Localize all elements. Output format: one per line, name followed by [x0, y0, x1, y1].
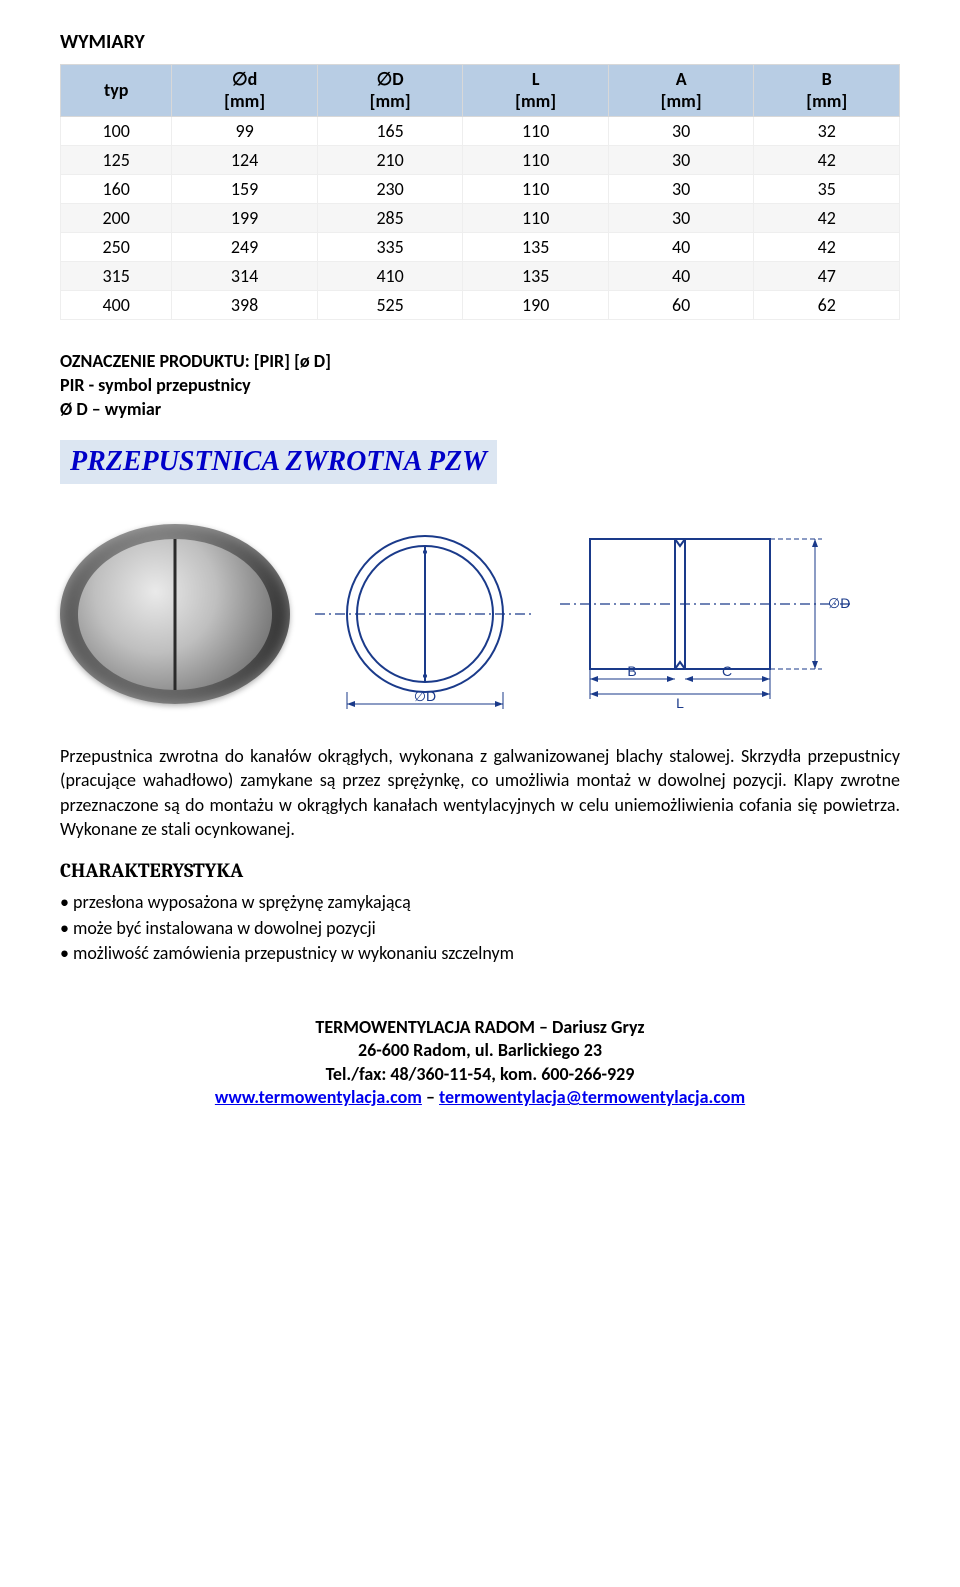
characteristic-item: • może być instalowana w dowolnej pozycj…	[60, 916, 900, 941]
table-row: 100991651103032	[61, 117, 900, 146]
table-cell: 125	[61, 146, 172, 175]
table-cell: 398	[172, 291, 318, 320]
table-cell: 250	[61, 233, 172, 262]
footer-link-email[interactable]: termowentylacja@termowentylacja.com	[439, 1086, 745, 1108]
table-cell: 62	[754, 291, 900, 320]
product-code-line2: PIR - symbol przepustnicy	[60, 374, 900, 396]
table-cell: 410	[317, 262, 463, 291]
heading-przepustnica-zwrotna: PRZEPUSTNICA ZWROTNA PZW	[60, 440, 497, 484]
diagram-label-b: B	[627, 663, 636, 679]
table-cell: 42	[754, 204, 900, 233]
table-cell: 30	[608, 204, 754, 233]
table-cell: 42	[754, 146, 900, 175]
table-cell: 60	[608, 291, 754, 320]
diagram-side-view: B C L ∅D	[560, 514, 850, 714]
diagram-label-l: L	[676, 695, 684, 711]
table-row: 1601592301103035	[61, 175, 900, 204]
product-code-line3: Ø D – wymiar	[60, 398, 900, 420]
table-header-cell: ∅d[mm]	[172, 65, 318, 117]
characteristics-list: • przesłona wyposażona w sprężynę zamyka…	[60, 890, 900, 966]
footer-links: www.termowentylacja.com – termowentylacj…	[60, 1086, 900, 1109]
table-cell: 135	[463, 233, 609, 262]
table-cell: 135	[463, 262, 609, 291]
table-cell: 32	[754, 117, 900, 146]
table-cell: 42	[754, 233, 900, 262]
table-cell: 200	[61, 204, 172, 233]
footer-line3: Tel./fax: 48/360-11-54, kom. 600-266-929	[60, 1063, 900, 1086]
table-header-cell: L[mm]	[463, 65, 609, 117]
table-cell: 35	[754, 175, 900, 204]
product-code-line1: OZNACZENIE PRODUKTU: [PIR] [ø D]	[60, 350, 900, 372]
diagram-label-c: C	[722, 663, 732, 679]
table-cell: 30	[608, 175, 754, 204]
table-cell: 400	[61, 291, 172, 320]
section-title-wymiary: WYMIARY	[60, 30, 900, 54]
table-cell: 110	[463, 117, 609, 146]
dimensions-table: typ∅d[mm]∅D[mm]L[mm]A[mm]B[mm] 100991651…	[60, 64, 900, 320]
table-header-cell: typ	[61, 65, 172, 117]
table-cell: 285	[317, 204, 463, 233]
table-cell: 30	[608, 146, 754, 175]
table-header-cell: ∅D[mm]	[317, 65, 463, 117]
table-header-cell: B[mm]	[754, 65, 900, 117]
characteristics-heading: CHARAKTERYSTYKA	[60, 859, 900, 882]
footer-line2: 26-600 Radom, ul. Barlickiego 23	[60, 1039, 900, 1062]
footer: TERMOWENTYLACJA RADOM – Dariusz Gryz 26-…	[60, 1016, 900, 1110]
table-cell: 210	[317, 146, 463, 175]
table-cell: 40	[608, 233, 754, 262]
table-row: 4003985251906062	[61, 291, 900, 320]
table-cell: 199	[172, 204, 318, 233]
table-cell: 110	[463, 146, 609, 175]
characteristic-item: • przesłona wyposażona w sprężynę zamyka…	[60, 890, 900, 915]
figure-row: ∅D B C L ∅D	[60, 514, 900, 714]
table-row: 2001992851103042	[61, 204, 900, 233]
footer-separator: –	[422, 1086, 439, 1108]
table-cell: 47	[754, 262, 900, 291]
table-cell: 525	[317, 291, 463, 320]
description-paragraph: Przepustnica zwrotna do kanałów okrągłyc…	[60, 744, 900, 841]
diagram-front-view: ∅D	[310, 514, 540, 714]
table-header-cell: A[mm]	[608, 65, 754, 117]
table-cell: 110	[463, 204, 609, 233]
table-cell: 249	[172, 233, 318, 262]
table-row: 1251242101103042	[61, 146, 900, 175]
table-row: 3153144101354047	[61, 262, 900, 291]
table-cell: 159	[172, 175, 318, 204]
table-cell: 99	[172, 117, 318, 146]
product-photo	[60, 524, 290, 704]
footer-link-website[interactable]: www.termowentylacja.com	[215, 1086, 422, 1108]
table-cell: 165	[317, 117, 463, 146]
table-cell: 315	[61, 262, 172, 291]
table-cell: 100	[61, 117, 172, 146]
footer-line1: TERMOWENTYLACJA RADOM – Dariusz Gryz	[60, 1016, 900, 1039]
table-row: 2502493351354042	[61, 233, 900, 262]
table-cell: 160	[61, 175, 172, 204]
table-cell: 30	[608, 117, 754, 146]
table-cell: 314	[172, 262, 318, 291]
table-cell: 230	[317, 175, 463, 204]
table-cell: 124	[172, 146, 318, 175]
diagram-label-diameter: ∅D	[828, 595, 850, 611]
characteristic-item: • możliwość zamówienia przepustnicy w wy…	[60, 941, 900, 966]
diagram-label-d: ∅D	[414, 688, 436, 704]
table-cell: 40	[608, 262, 754, 291]
table-cell: 190	[463, 291, 609, 320]
table-cell: 110	[463, 175, 609, 204]
table-cell: 335	[317, 233, 463, 262]
